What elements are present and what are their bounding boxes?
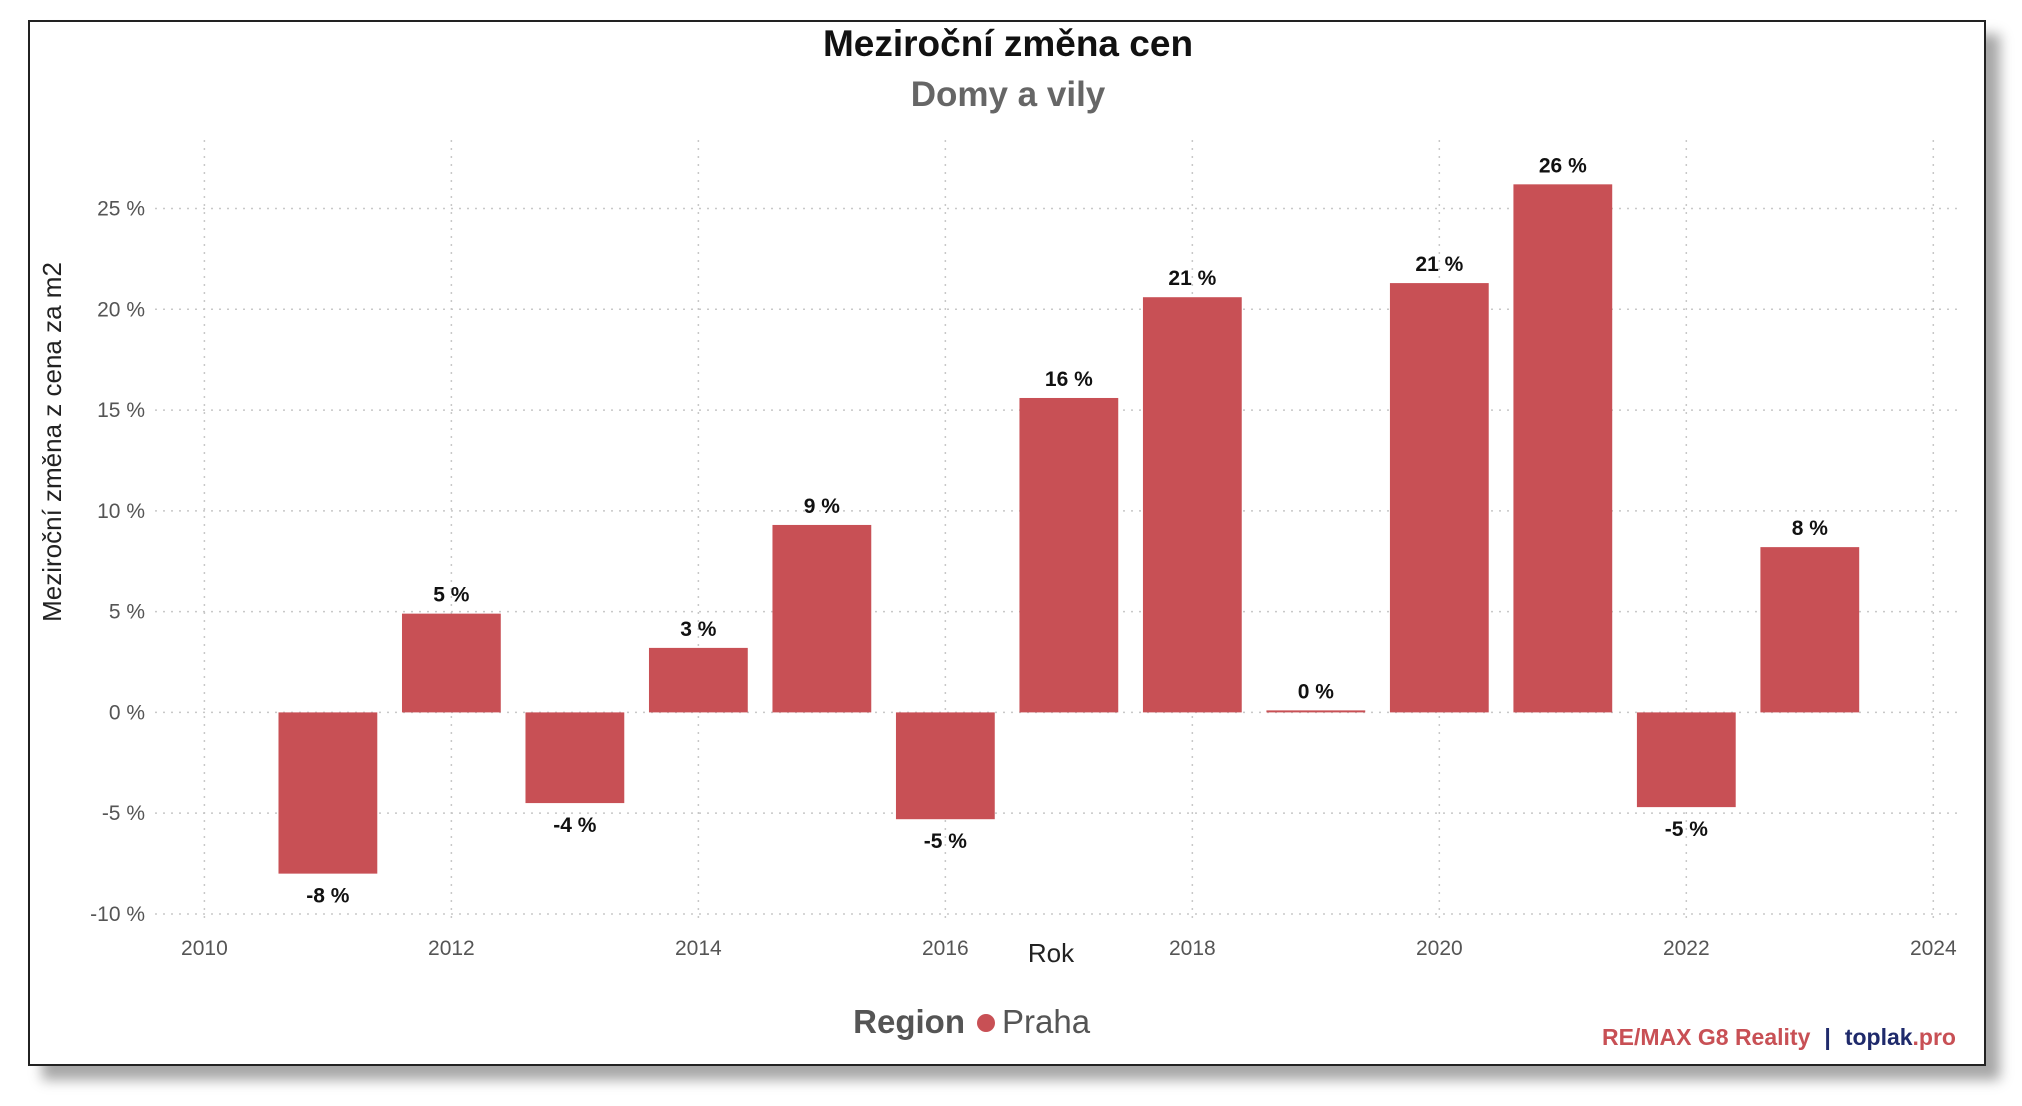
legend: Region Praha <box>853 1003 1091 1040</box>
bar-2012 <box>401 613 501 713</box>
credit-toplak: toplak <box>1845 1024 1913 1050</box>
data-label-2012: 5 % <box>433 584 470 607</box>
bar-2020 <box>1389 283 1489 713</box>
bar-2016 <box>895 712 995 820</box>
bar-2013 <box>525 712 625 804</box>
data-label-2017: 16 % <box>1045 368 1093 391</box>
x-tick-label: 2010 <box>181 937 228 960</box>
bar-2015 <box>772 524 872 713</box>
credit-pro: .pro <box>1913 1024 1956 1050</box>
credit-separator: | <box>1824 1024 1830 1050</box>
bar-2023 <box>1760 547 1860 713</box>
data-label-2023: 8 % <box>1792 517 1829 540</box>
data-label-2015: 9 % <box>804 495 841 518</box>
data-labels-layer: -8 % 5 % -4 % 3 % 9 % -5 % 16 % 21 % 0 % 21 % 26 %… <box>306 154 1828 907</box>
bars-layer <box>278 184 1860 874</box>
chart-svg: -8 % 5 % -4 % 3 % 9 % -5 % 16 % 21 % 0 % 21 % 26 %… <box>37 23 1958 1050</box>
y-tick-label: -10 % <box>90 903 145 926</box>
x-tick-label: 2020 <box>1416 937 1463 960</box>
x-tick-label: 2024 <box>1910 937 1957 960</box>
x-tick-label: 2012 <box>428 937 475 960</box>
y-tick-label: 10 % <box>97 500 145 523</box>
chart-subtitle: Domy a vily <box>911 75 1106 114</box>
bar-2019 <box>1266 710 1366 713</box>
data-label-2014: 3 % <box>680 618 717 641</box>
data-label-2019: 0 % <box>1298 680 1335 703</box>
y-axis-title: Meziroční změna z cena za m2 <box>37 262 67 622</box>
bar-2014 <box>648 647 748 713</box>
x-tick-label: 2016 <box>922 937 969 960</box>
y-tick-label: -5 % <box>102 802 145 825</box>
y-tick-label: 0 % <box>109 701 145 724</box>
data-label-2018: 21 % <box>1168 267 1216 290</box>
data-label-2020: 21 % <box>1415 253 1463 276</box>
x-axis-title: Rok <box>1028 938 1075 968</box>
tick-labels-layer: -10 % -5 % 0 % 5 % 10 % 15 % 20 % 25 % 2010 2012 2… <box>90 198 1957 960</box>
chart-title: Meziroční změna cen <box>823 23 1193 64</box>
data-label-2013: -4 % <box>553 814 597 837</box>
data-label-2016: -5 % <box>924 830 968 853</box>
bar-2017 <box>1019 397 1119 713</box>
legend-label-praha: Praha <box>1002 1003 1091 1040</box>
x-tick-label: 2022 <box>1663 937 1710 960</box>
data-label-2022: -5 % <box>1665 818 1709 841</box>
x-tick-label: 2018 <box>1169 937 1216 960</box>
chart-frame: -8 % 5 % -4 % 3 % 9 % -5 % 16 % 21 % 0 % 21 % 26 %… <box>28 20 1986 1066</box>
legend-marker-praha <box>977 1014 995 1032</box>
data-label-2021: 26 % <box>1539 154 1587 177</box>
bar-2021 <box>1513 184 1613 713</box>
bar-2011 <box>278 712 378 874</box>
y-tick-label: 5 % <box>109 601 145 624</box>
y-tick-label: 15 % <box>97 399 145 422</box>
credit: RE/MAX G8 Reality | toplak.pro <box>1602 1024 1956 1050</box>
y-tick-label: 20 % <box>97 298 145 321</box>
bar-2022 <box>1636 712 1736 808</box>
bar-2018 <box>1142 297 1242 713</box>
legend-title: Region <box>853 1003 965 1040</box>
data-label-2011: -8 % <box>306 885 350 908</box>
y-tick-label: 25 % <box>97 198 145 221</box>
svg-text:RE/MAX G8 Reality|toplak.pro: RE/MAX G8 Reality | toplak.pro <box>1602 1024 1956 1050</box>
credit-remax: RE/MAX G8 Reality <box>1602 1024 1811 1050</box>
x-tick-label: 2014 <box>675 937 722 960</box>
